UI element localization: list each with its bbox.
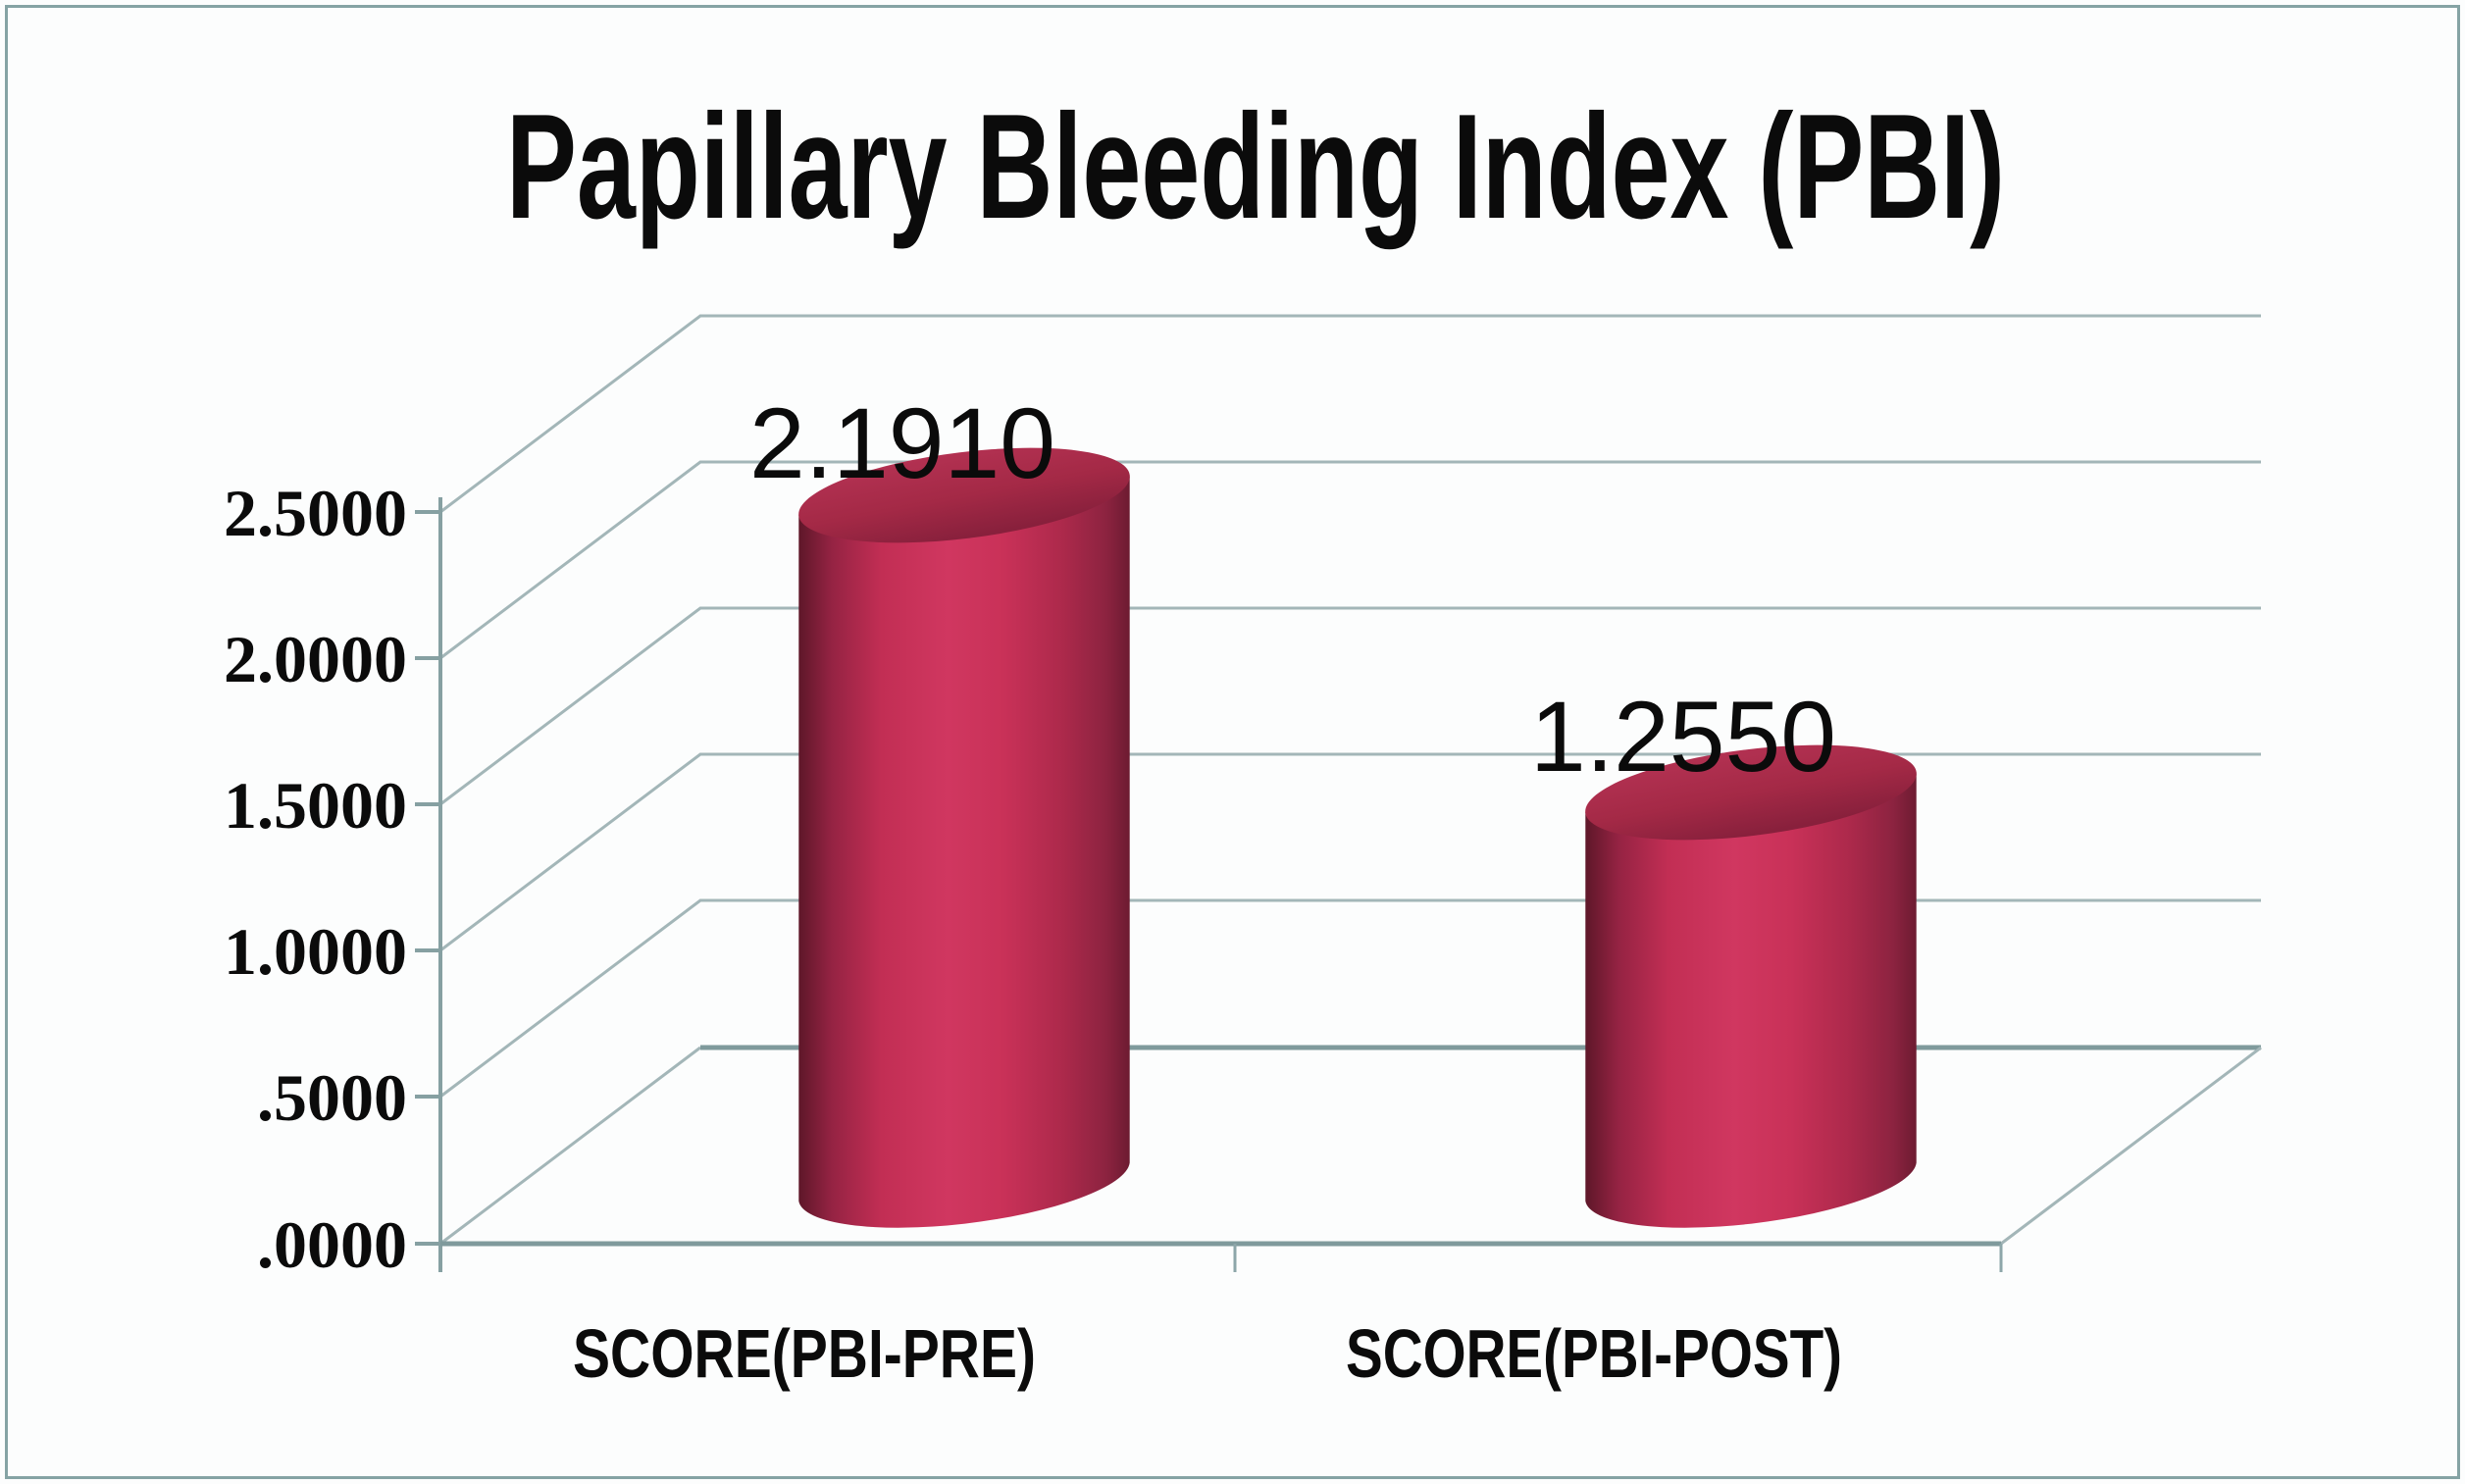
axes xyxy=(415,497,2003,1272)
value-label-pbi-pre: 2.1910 xyxy=(749,387,1055,499)
gridline-0.5 xyxy=(439,898,2261,1099)
category-label-pbi-pre: SCORE(PBI-PRE) xyxy=(573,1315,1036,1392)
category-label-pbi-post: SCORE(PBI-POST) xyxy=(1346,1315,1842,1392)
value-label-pbi-post: 1.2550 xyxy=(1530,681,1836,793)
floor-left-edge xyxy=(439,1046,701,1246)
y-tick-label-1.5: 1.5000 xyxy=(224,768,407,843)
gridline-2.5 xyxy=(439,314,2261,514)
bar-pbi-post xyxy=(1585,744,1917,1228)
y-tick-label-2.0: 2.0000 xyxy=(224,622,407,696)
chart-title: Papillary Bleeding Index (PBI) xyxy=(506,83,2005,250)
floor-right-edge xyxy=(2000,1046,2262,1246)
bar-pbi-pre-top xyxy=(798,447,1130,543)
y-tick-label-0.5: .5000 xyxy=(257,1060,407,1135)
gridline-1.5 xyxy=(439,606,2261,806)
gridline-1.0 xyxy=(439,752,2261,952)
y-tick-labels: 2.5000 2.0000 1.5000 1.0000 .5000 .0000 xyxy=(224,476,407,1282)
y-tick-label-0.0: .0000 xyxy=(257,1207,407,1282)
floor xyxy=(439,1045,2262,1246)
bar-pbi-pre xyxy=(798,447,1130,1228)
image-frame-border xyxy=(5,5,2460,1479)
gridlines xyxy=(439,314,2261,1099)
gridline-2.0 xyxy=(439,460,2261,660)
bar-pbi-post-body xyxy=(1585,773,1917,1228)
y-tick-label-2.5: 2.5000 xyxy=(224,476,407,550)
bar-pbi-pre-body xyxy=(798,476,1130,1228)
bar-pbi-post-top xyxy=(1585,744,1917,841)
y-tick-label-1.0: 1.0000 xyxy=(224,914,407,989)
